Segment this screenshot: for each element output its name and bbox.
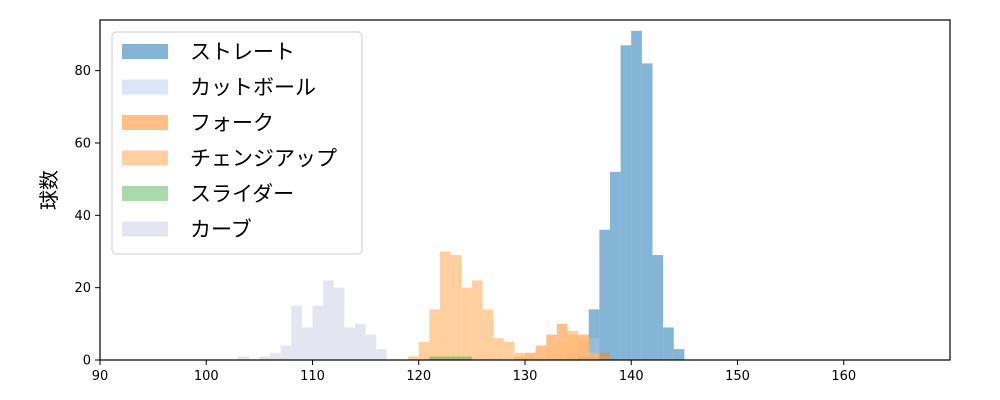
bar-series-3-bin-121 — [429, 309, 440, 360]
x-tick-label-140: 140 — [619, 369, 644, 384]
legend-swatch-5 — [122, 221, 168, 237]
bar-series-5-bin-107 — [280, 345, 292, 360]
x-tick-label-110: 110 — [300, 369, 325, 384]
bar-series-3-bin-136 — [588, 352, 600, 360]
bar-series-2-bin-132 — [546, 334, 557, 360]
bar-series-5-bin-113 — [344, 327, 355, 360]
bar-series-3-bin-128 — [503, 341, 515, 360]
x-tick-label-160: 160 — [831, 369, 856, 384]
bar-series-5-bin-110 — [312, 305, 324, 360]
bar-series-5-bin-109 — [301, 327, 313, 360]
bar-series-3-bin-123 — [450, 255, 462, 360]
y-tick-label-80: 80 — [74, 64, 91, 79]
y-tick-label-60: 60 — [74, 136, 91, 151]
bar-series-4-bin-121 — [429, 356, 440, 360]
bar-series-3-bin-120 — [418, 341, 430, 360]
bar-series-5-bin-112 — [333, 287, 345, 360]
bar-series-3-bin-132 — [546, 349, 557, 360]
bar-series-5-bin-116 — [376, 349, 387, 360]
bar-series-2-bin-137 — [599, 352, 610, 360]
bar-series-3-bin-125 — [471, 280, 483, 360]
bar-series-5-bin-105 — [259, 356, 270, 360]
bar-series-3-bin-127 — [493, 338, 504, 360]
bar-series-5-bin-115 — [365, 334, 377, 360]
legend-label-5: カーブ — [190, 218, 252, 242]
bar-series-5-bin-106 — [270, 352, 281, 360]
bar-series-3-bin-119 — [408, 356, 419, 360]
bar-series-3-bin-129 — [514, 352, 525, 360]
legend-label-1: カットボール — [190, 76, 316, 100]
bar-series-0-bin-136 — [588, 309, 600, 360]
bar-series-3-bin-135 — [578, 338, 589, 360]
bar-series-0-bin-141 — [641, 63, 653, 360]
bar-series-5-bin-111 — [323, 280, 334, 360]
x-tick-label-120: 120 — [406, 369, 431, 384]
legend-swatch-2 — [122, 115, 168, 130]
bar-series-5-bin-103 — [238, 356, 249, 360]
legend-swatch-1 — [122, 79, 168, 95]
legend-swatch-4 — [122, 186, 168, 201]
bar-series-3-bin-124 — [461, 287, 472, 360]
bar-series-0-bin-139 — [620, 45, 632, 360]
bar-series-0-bin-143 — [663, 327, 674, 360]
legend-box — [111, 31, 363, 255]
bar-series-3-bin-122 — [440, 251, 451, 360]
bar-series-3-bin-134 — [567, 331, 579, 360]
legend-label-4: スライダー — [190, 182, 294, 206]
x-tick-label-130: 130 — [513, 369, 538, 384]
x-tick-label-100: 100 — [194, 369, 219, 384]
x-axis: 90 100 110 120 130 140 150 160 — [92, 360, 856, 384]
bar-series-4-bin-124 — [461, 356, 472, 360]
legend-label-0: ストレート — [190, 40, 295, 64]
x-tick-label-150: 150 — [725, 369, 750, 384]
legend-label-3: チェンジアップ — [190, 147, 337, 171]
bar-series-2-bin-131 — [535, 345, 547, 360]
bar-series-0-bin-138 — [610, 171, 621, 360]
bar-series-3-bin-130 — [525, 356, 536, 360]
legend-swatch-3 — [122, 150, 168, 166]
bar-series-3-bin-126 — [482, 309, 494, 360]
y-axis-label: 球数 — [37, 170, 61, 210]
bar-series-0-bin-144 — [673, 349, 685, 360]
bar-series-1-bin-136 — [588, 338, 600, 360]
bar-series-3-bin-133 — [556, 341, 568, 360]
y-tick-label-0: 0 — [83, 354, 91, 369]
bar-series-4-bin-123 — [450, 356, 462, 360]
bar-series-4-bin-122 — [440, 356, 451, 360]
bar-series-0-bin-140 — [631, 30, 642, 360]
histogram-bars — [238, 30, 685, 360]
y-axis: 0 20 40 60 80 — [74, 64, 100, 369]
bar-series-5-bin-114 — [355, 323, 366, 360]
bar-series-0-bin-137 — [599, 229, 610, 360]
y-tick-label-40: 40 — [74, 209, 91, 224]
legend-swatch-0 — [122, 44, 168, 59]
legend-label-2: フォーク — [190, 111, 274, 135]
bar-series-0-bin-142 — [652, 255, 664, 360]
y-tick-label-20: 20 — [74, 281, 91, 296]
bar-series-5-bin-108 — [291, 305, 302, 360]
x-tick-label-90: 90 — [92, 369, 109, 384]
